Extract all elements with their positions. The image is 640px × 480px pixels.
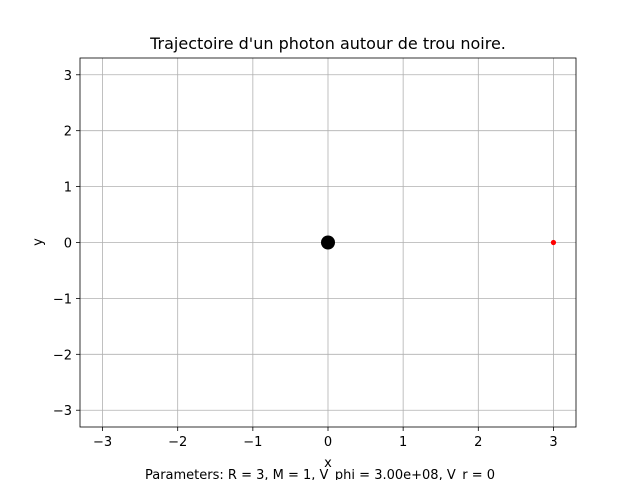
y-tick-label: 3 (64, 69, 72, 84)
chart-title: Trajectoire d'un photon autour de trou n… (149, 34, 506, 53)
black-hole-point (321, 235, 335, 250)
y-axis-ticks: −3 −2 −1 0 1 2 3 (53, 69, 80, 419)
x-tick-label: −2 (168, 435, 187, 450)
y-tick-label: 1 (64, 181, 72, 196)
x-tick-label: 0 (324, 435, 332, 450)
y-axis-label: y (31, 238, 46, 246)
x-tick-label: −1 (243, 435, 262, 450)
x-axis-label: x (324, 456, 332, 471)
y-tick-label: −3 (53, 404, 72, 419)
grid (80, 58, 576, 427)
y-tick-label: 0 (64, 237, 72, 252)
plot-frame (79, 57, 577, 428)
parameters-caption: Parameters: R = 3, M = 1, V_phi = 3.00e+… (145, 468, 495, 480)
x-tick-label: 2 (474, 435, 482, 450)
x-tick-label: 3 (549, 435, 557, 450)
y-tick-label: −1 (53, 292, 72, 307)
y-tick-label: −2 (53, 348, 72, 363)
x-axis-ticks: −3 −2 −1 0 1 2 3 (93, 427, 558, 450)
x-tick-label: 1 (399, 435, 407, 450)
x-tick-label: −3 (93, 435, 112, 450)
data-points (321, 235, 557, 250)
photon-point (550, 239, 557, 246)
y-tick-label: 2 (64, 125, 72, 140)
